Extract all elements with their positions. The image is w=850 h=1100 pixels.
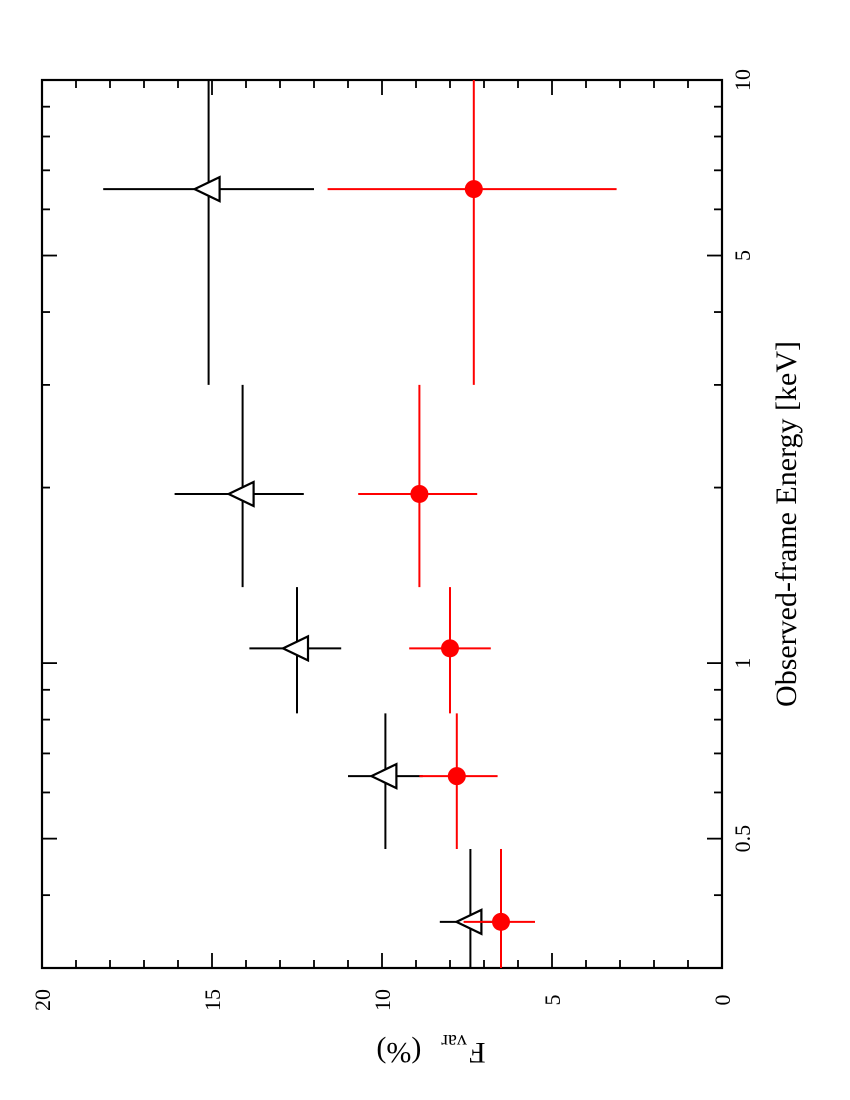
data-point <box>327 80 617 385</box>
y-axis-title-main: F <box>469 1036 486 1069</box>
circle-marker <box>464 180 483 199</box>
series-1 <box>327 80 617 968</box>
triangle-marker <box>280 634 310 663</box>
triangle-marker <box>368 762 398 790</box>
triangle-marker <box>192 175 221 203</box>
data-point <box>249 587 342 714</box>
svg-text:Fvar(%): Fvar (%) <box>376 1030 485 1069</box>
y-axis-title-unit: (%) <box>376 1036 421 1069</box>
circle-marker <box>447 767 466 786</box>
triangle-marker <box>226 480 255 508</box>
data-point <box>348 713 423 849</box>
data-point <box>409 587 491 714</box>
data-point <box>463 848 535 968</box>
plot-frame <box>40 78 724 970</box>
circle-marker <box>410 484 429 503</box>
y-tick-label: 0 <box>710 995 735 1006</box>
x-tick-label: 0.5 <box>730 825 755 853</box>
data-point <box>358 384 478 588</box>
y-axis-title-sub: var <box>441 1030 467 1052</box>
data-point <box>174 384 304 588</box>
x-tick-label: 5 <box>730 250 755 261</box>
y-tick-label: 20 <box>30 989 55 1011</box>
x-tick-label: 1 <box>730 658 755 669</box>
circle-marker <box>441 639 459 658</box>
y-tick-label: 10 <box>370 989 395 1011</box>
data-point <box>419 713 498 849</box>
circle-marker <box>492 912 510 931</box>
x-tick-labels: 0.5 1 5 10 <box>730 69 755 852</box>
y-axis-title: Fvar (%) <box>376 1030 485 1069</box>
axis-ticks <box>41 79 723 969</box>
series-0 <box>103 80 501 968</box>
y-tick-label: 15 <box>200 989 225 1011</box>
x-axis-title: Observed-frame Energy [keV] <box>770 341 803 707</box>
x-tick-label: 10 <box>730 69 755 91</box>
series-layer <box>103 80 617 968</box>
data-point <box>439 848 501 968</box>
y-tick-label: 5 <box>540 995 565 1006</box>
y-tick-labels: 0 5 10 15 20 <box>30 989 735 1011</box>
data-point <box>103 80 314 385</box>
